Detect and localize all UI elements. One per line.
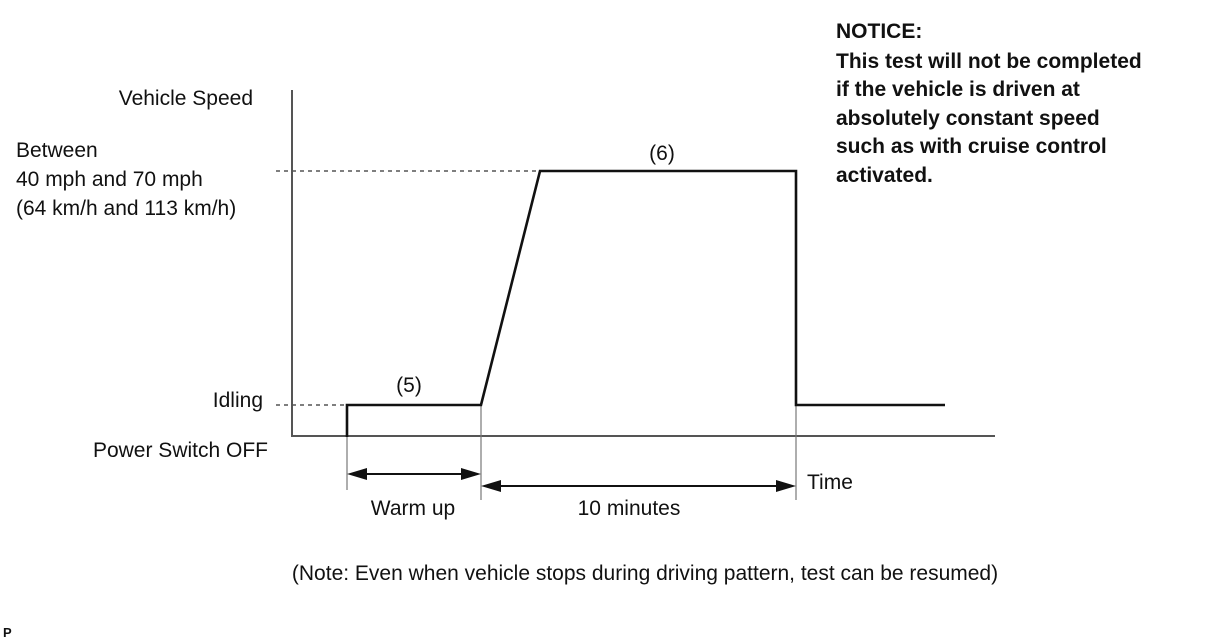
idle-level-label: Idling [213,389,263,412]
speed-range-label-line-1: Between [16,139,98,162]
notice-line-1: This test will not be completed [836,50,1142,73]
notice-line-4: such as with cruise control [836,135,1107,158]
notice-line-5: activated. [836,164,933,187]
notice-heading: NOTICE: [836,20,922,43]
speed-profile-line [345,169,945,437]
ten-minutes-label: 10 minutes [578,497,681,520]
notice-line-2: if the vehicle is driven at [836,78,1080,101]
warmup-arrow-left [347,468,367,480]
power-off-label: Power Switch OFF [93,439,268,462]
ten-minutes-arrow-left [481,480,501,492]
footer-note: (Note: Even when vehicle stops during dr… [292,562,998,585]
x-axis-label: Time [807,471,853,494]
speed-range-label-line-3: (64 km/h and 113 km/h) [16,197,236,220]
y-axis-label: Vehicle Speed [119,87,253,110]
notice-line-3: absolutely constant speed [836,107,1100,130]
corner-mark: P [3,625,12,640]
ten-minutes-arrow-right [776,480,796,492]
step-6-label: (6) [649,142,675,165]
speed-range-label-line-2: 40 mph and 70 mph [16,168,203,191]
warmup-label: Warm up [371,497,455,520]
step-5-label: (5) [396,374,422,397]
warmup-arrow-right [461,468,481,480]
